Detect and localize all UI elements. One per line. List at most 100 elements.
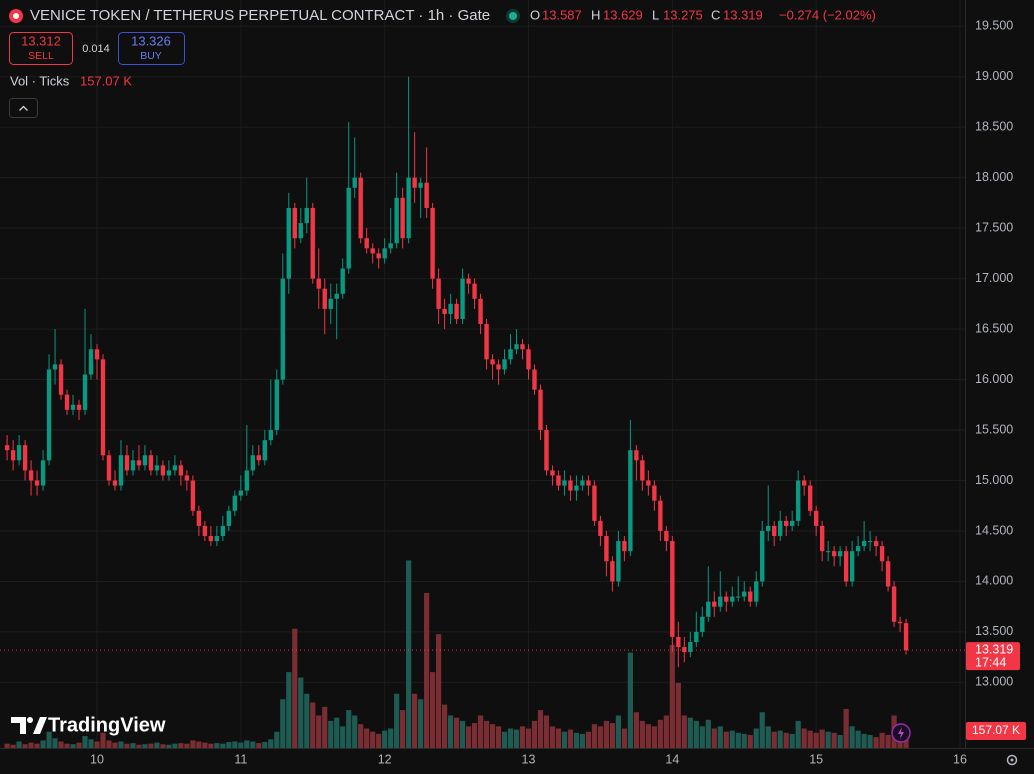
volume-bar [657, 719, 663, 748]
candle-body [855, 546, 861, 552]
candle-body [304, 207, 309, 224]
candle-body [214, 536, 220, 542]
volume-bar [687, 717, 693, 748]
candle-body [118, 455, 124, 486]
candle-body [670, 541, 675, 637]
volume-badge-label: 157.07 K [972, 723, 1020, 737]
y-tick-label: 14.500 [975, 523, 1013, 537]
volume-bar [759, 712, 765, 748]
volume-bar [190, 740, 196, 748]
x-tick-label: 13 [522, 752, 536, 766]
candle-body [849, 551, 855, 582]
candle-body [676, 636, 681, 648]
volume-bar [693, 720, 699, 748]
volume-bar [681, 715, 687, 748]
candle-body [226, 510, 232, 526]
volume-bar [34, 743, 40, 748]
candle-body [813, 510, 819, 526]
collapse-button[interactable] [9, 98, 38, 118]
volume-bar [88, 739, 94, 748]
buy-button[interactable] [118, 32, 185, 65]
volume-bar [118, 741, 124, 748]
candle-body [885, 561, 891, 587]
volume-bar [885, 734, 891, 748]
candle-body [364, 238, 369, 249]
chart-title[interactable]: VENICE TOKEN / TETHERUS PERPETUAL CONTRA… [30, 7, 490, 24]
volume-bar [256, 743, 262, 748]
volume-bar [10, 744, 16, 748]
candle-body [358, 177, 363, 239]
candle-body [801, 480, 807, 486]
volume-bar [412, 693, 418, 748]
volume-bar [855, 730, 861, 748]
candle-body [496, 364, 501, 370]
candle-body [22, 445, 28, 471]
candle-body [718, 596, 723, 607]
candle-body [819, 525, 825, 552]
candle-body [298, 223, 303, 239]
volume-bar [459, 720, 466, 748]
candle-body [190, 480, 196, 511]
candle-body [784, 520, 789, 526]
volume-bar [453, 717, 460, 748]
buy-price: 13.326 [131, 33, 171, 48]
candle-body [100, 359, 106, 456]
volume-bar [465, 726, 472, 748]
volume-bar [334, 717, 340, 748]
candle-body [778, 520, 783, 537]
candle-body [250, 455, 256, 471]
indicator-name[interactable]: Vol · Ticks [10, 73, 70, 88]
candle-body [40, 460, 46, 486]
volume-bar [783, 732, 789, 748]
volume-bar [58, 741, 64, 748]
volume-bar [244, 740, 250, 748]
candle-body [616, 541, 621, 582]
candle-body [634, 450, 639, 461]
candle-body [58, 364, 64, 395]
volume-bar [352, 715, 358, 748]
volume-bar [849, 726, 855, 748]
candle-body [730, 596, 735, 602]
candle-body [544, 430, 549, 471]
candle-body [430, 207, 435, 279]
volume-bar [382, 730, 388, 748]
logo-dot [27, 717, 33, 723]
volume-bar [76, 742, 82, 748]
sell-button[interactable] [9, 32, 73, 65]
volume-bar [160, 744, 166, 748]
candle-body [891, 586, 897, 622]
candle-body [112, 480, 118, 486]
candle-body [514, 344, 519, 350]
candle-body [262, 440, 268, 461]
chevron-icon [19, 105, 28, 111]
candle-body [562, 480, 567, 486]
candle-body [580, 480, 585, 486]
volume-bar [238, 742, 244, 748]
settings-icon[interactable] [1006, 754, 1018, 766]
candle-body [706, 601, 711, 617]
volume-bar [124, 743, 130, 748]
ohlc-label: H [591, 7, 600, 22]
candle-body [178, 465, 184, 476]
candle-body [520, 344, 525, 350]
y-tick-label: 16.500 [975, 321, 1013, 335]
volume-bar [430, 672, 436, 748]
volume-bar [699, 726, 705, 748]
candle-body [202, 525, 208, 537]
volume-bar [495, 726, 502, 748]
x-tick-label: 11 [234, 752, 247, 766]
volume-bar [196, 741, 202, 748]
candle-body [748, 591, 753, 602]
candle-body [328, 298, 333, 309]
y-tick-label: 16.000 [975, 372, 1013, 386]
candle-body [166, 470, 172, 476]
candle-body [394, 197, 399, 244]
volume-bar [711, 728, 717, 748]
candle-body [232, 495, 238, 511]
volume-bar [879, 732, 885, 748]
volume-bar [214, 743, 220, 748]
candle-body [124, 455, 130, 471]
candle-body [700, 616, 705, 632]
